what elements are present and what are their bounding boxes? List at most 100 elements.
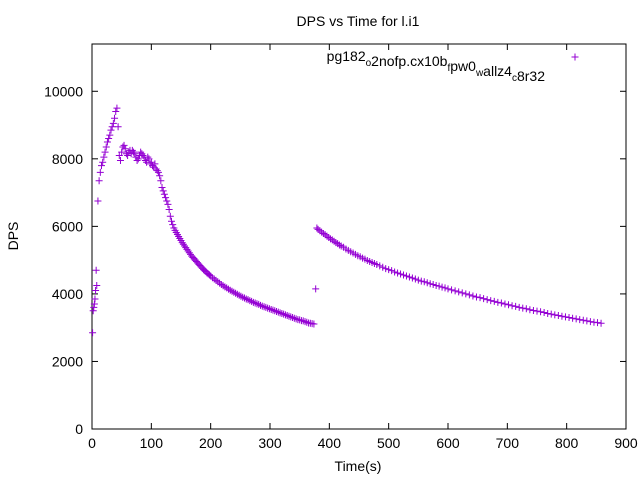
- data-point: [278, 310, 286, 317]
- data-point: [572, 315, 580, 323]
- x-tick-label: 300: [258, 435, 282, 451]
- data-point: [208, 274, 216, 282]
- data-point: [139, 151, 147, 159]
- data-point: [376, 262, 384, 270]
- legend-marker: [571, 53, 579, 61]
- data-point: [233, 290, 241, 298]
- data-point: [561, 313, 569, 321]
- data-point: [274, 308, 282, 316]
- data-point: [448, 286, 456, 294]
- data-point: [402, 272, 410, 280]
- data-point: [408, 274, 416, 282]
- data-point: [594, 319, 602, 327]
- data-point: [327, 235, 335, 243]
- data-point: [316, 227, 324, 235]
- data-point: [230, 288, 238, 296]
- data-point: [312, 285, 320, 293]
- data-point: [292, 315, 300, 323]
- data-point: [417, 277, 425, 285]
- data-point: [124, 151, 132, 159]
- data-point: [533, 307, 541, 315]
- data-point: [224, 285, 232, 293]
- data-point: [388, 267, 396, 275]
- data-point: [394, 269, 402, 277]
- data-point: [579, 316, 587, 324]
- data-point: [283, 312, 291, 320]
- data-point: [280, 310, 288, 318]
- data-point: [89, 307, 97, 315]
- data-point: [379, 263, 387, 271]
- data-point: [269, 306, 277, 314]
- data-point: [106, 131, 114, 139]
- data-point: [216, 279, 224, 287]
- data-point: [526, 306, 534, 314]
- legend-text-part: 8r32: [517, 68, 545, 84]
- data-point: [226, 286, 234, 294]
- data-point: [118, 148, 126, 156]
- data-point: [480, 295, 488, 303]
- data-point: [310, 320, 318, 328]
- data-point: [144, 153, 152, 161]
- data-point: [519, 304, 527, 312]
- data-point: [260, 303, 268, 311]
- data-point: [249, 298, 257, 306]
- data-point: [391, 268, 399, 276]
- data-point: [251, 299, 259, 307]
- data-point: [100, 153, 108, 161]
- data-point: [319, 229, 327, 237]
- data-point: [95, 177, 103, 185]
- data-point: [441, 284, 449, 292]
- data-point: [289, 314, 297, 322]
- data-point: [512, 302, 520, 310]
- data-point: [134, 155, 142, 163]
- data-point: [165, 205, 173, 213]
- y-axis-label: DPS: [5, 222, 21, 251]
- data-point: [237, 292, 245, 300]
- x-axis-label: Time(s): [335, 458, 382, 474]
- data-point: [414, 276, 422, 284]
- legend: pg182o2nofp.cx10bfpw0wallz4c8r32: [327, 48, 579, 84]
- data-point: [103, 138, 111, 146]
- data-point: [335, 241, 343, 249]
- data-point: [501, 300, 509, 308]
- data-point: [102, 143, 110, 151]
- data-point: [109, 119, 117, 127]
- data-point: [382, 265, 390, 273]
- data-point: [483, 296, 491, 304]
- x-tick-label: 600: [436, 435, 460, 451]
- data-point: [169, 221, 177, 229]
- data-point: [93, 281, 101, 289]
- data-point: [476, 294, 484, 302]
- data-point: [242, 295, 250, 303]
- y-tick-label: 4000: [52, 286, 83, 302]
- y-tick-label: 10000: [44, 83, 83, 99]
- data-point: [458, 289, 466, 297]
- data-point: [248, 297, 256, 305]
- data-point: [207, 272, 215, 280]
- data-point: [490, 297, 498, 305]
- data-point: [246, 297, 254, 305]
- data-point: [108, 123, 116, 131]
- data-point: [469, 292, 477, 300]
- plot-border: [91, 43, 627, 430]
- data-point: [157, 177, 165, 185]
- data-point: [221, 283, 229, 291]
- data-point: [101, 148, 109, 156]
- x-tick-label: 400: [318, 435, 342, 451]
- data-point: [240, 294, 248, 302]
- data-point: [92, 266, 100, 274]
- data-points: [89, 104, 605, 337]
- legend-subscript: c: [512, 73, 517, 84]
- data-point: [400, 271, 407, 279]
- data-point: [423, 279, 431, 287]
- data-point: [487, 297, 495, 305]
- data-point: [522, 305, 530, 313]
- data-point: [91, 295, 99, 303]
- x-tick-label: 900: [614, 435, 638, 451]
- data-point: [90, 303, 98, 311]
- data-point: [373, 261, 381, 269]
- legend-text-part: pg182: [327, 48, 366, 64]
- data-point: [133, 157, 141, 165]
- data-point: [597, 319, 605, 327]
- legend-plus-marker: [571, 53, 579, 61]
